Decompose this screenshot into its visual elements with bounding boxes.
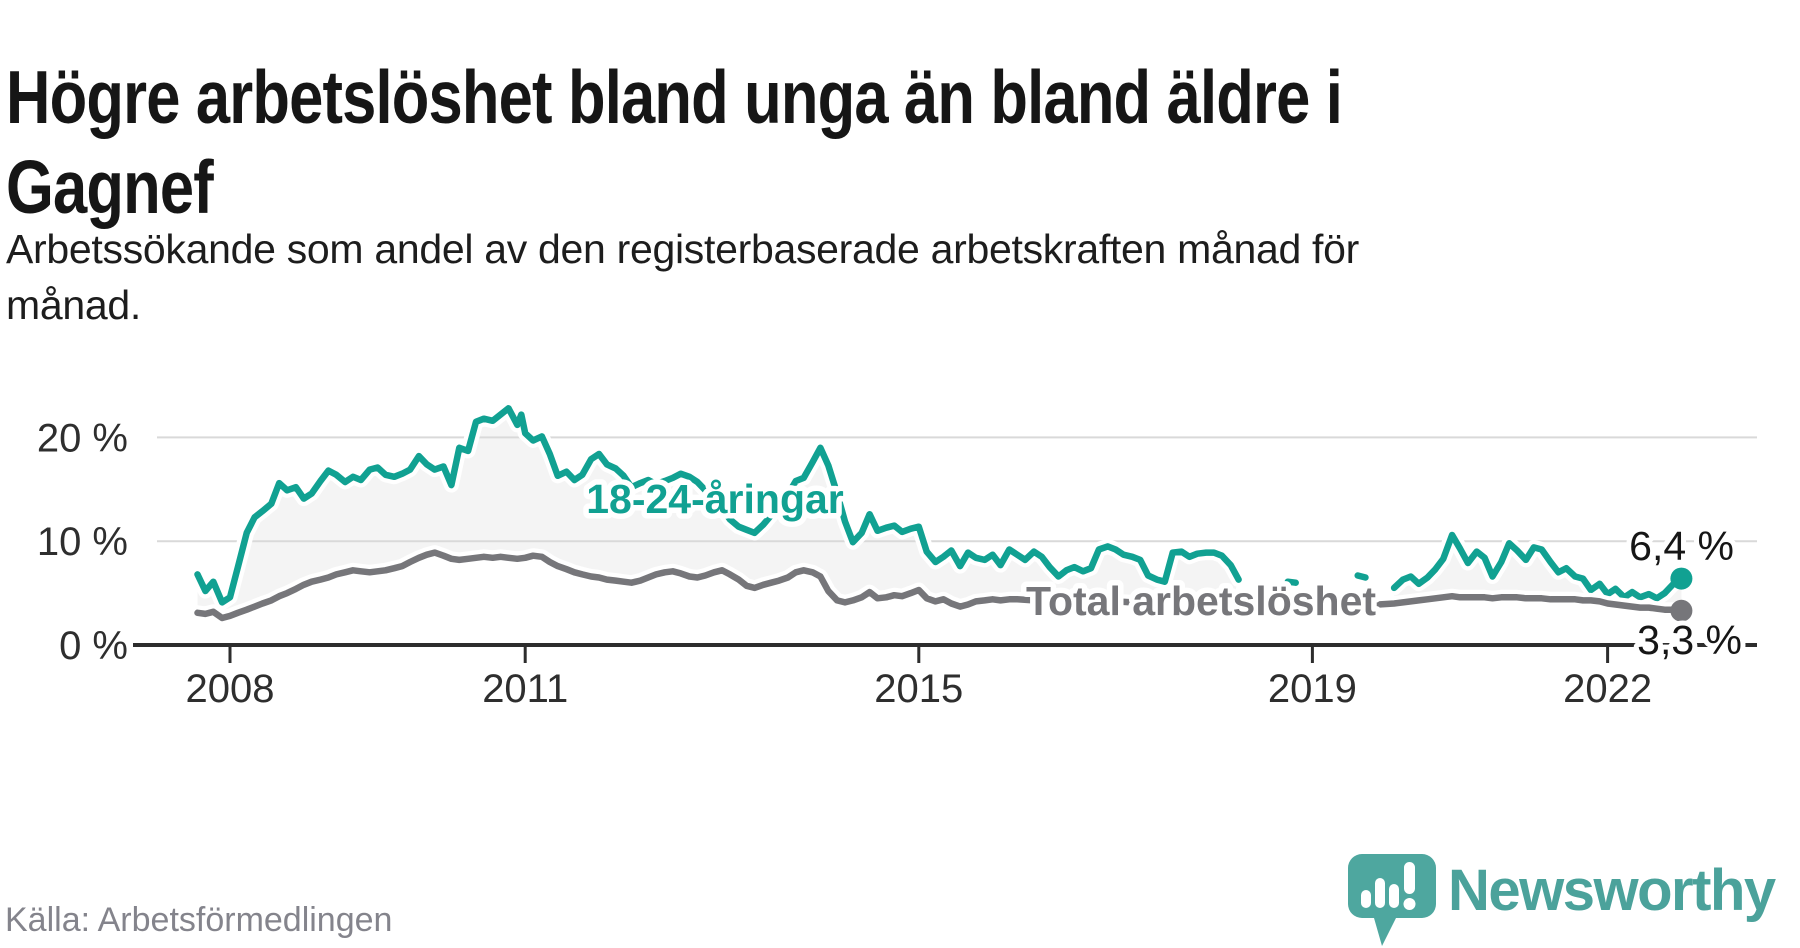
series-youth-line [1390,531,1685,602]
bar-chart-glyph [1361,862,1416,910]
end-label-youth: 6,4 % [1629,523,1734,569]
page-title-line1: Högre arbetslöshet bland unga än bland ä… [6,55,1343,140]
exclamation-bar [1404,862,1415,894]
gridlines [157,436,1757,543]
page-subtitle: Arbetssökande som andel av den registerb… [6,221,1706,333]
series-youth-line [1354,572,1369,581]
x-tick-label: 2019 [1268,667,1357,711]
series-label-total: Total arbetslöshet [1026,578,1376,624]
y-tick-label: 0 % [59,624,128,668]
newsworthy-logo: Newsworthy [1346,850,1796,946]
series-youth-line [1284,578,1299,586]
page-title-line2: Gagnef [6,145,214,230]
y-tick-label: 20 % [37,416,128,460]
x-tick-labels: 2008 2011 2015 2019 2022 [186,667,1653,711]
page-title: Högre arbetslöshet bland unga än bland ä… [6,52,1466,232]
source-note: Källa: Arbetsförmedlingen [5,901,393,939]
x-tick-label: 2011 [482,667,568,711]
page-subtitle-line2: månad. [6,282,141,328]
x-tick-label: 2022 [1563,667,1652,711]
y-tick-label: 10 % [37,520,128,564]
x-tick-label: 2015 [874,667,963,711]
exclamation-dot [1403,898,1416,910]
series-total [190,545,1693,626]
series-total-line [194,549,1685,622]
newsworthy-wordmark: Newsworthy [1448,858,1776,923]
series-label-youth: 18-24-åringar [586,476,844,522]
series-youth-endpoint-dot [1670,567,1693,590]
area-between-series [197,408,1682,618]
page-subtitle-line1: Arbetssökande som andel av den registerb… [6,226,1360,272]
x-tick-label: 2008 [186,667,275,711]
series-youth-line [194,405,1242,606]
x-axis [133,643,1757,663]
series-total-endpoint-dot [1670,599,1693,622]
newsworthy-logo-icon [1348,854,1436,946]
end-label-total: 3,3 % [1637,617,1742,663]
y-tick-labels: 0 % 10 % 20 % [37,416,128,668]
series-youth [190,400,1693,610]
